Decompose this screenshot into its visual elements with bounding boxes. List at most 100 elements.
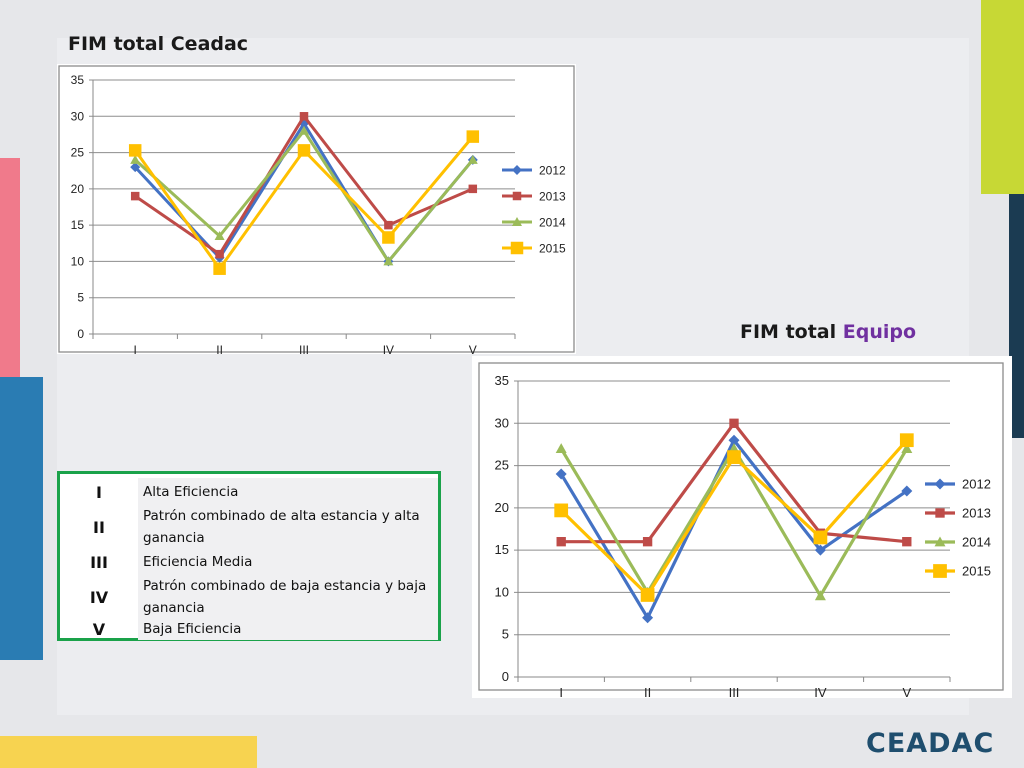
- data-point-2014: [214, 231, 225, 241]
- y-tick-label: 20: [71, 182, 85, 196]
- legend-label: 2012: [539, 164, 566, 178]
- data-point-2014: [901, 443, 913, 454]
- y-tick-label: 25: [495, 458, 509, 473]
- y-tick-label: 5: [77, 291, 84, 305]
- data-point-2015: [899, 433, 914, 448]
- chart-frame: [478, 362, 1004, 691]
- legend-row-4: IV Patrón combinado de baja estancia y b…: [60, 576, 438, 618]
- data-point-2013: [468, 184, 478, 194]
- legend-description: Eficiencia Media: [138, 548, 438, 576]
- deco-bar-yellow: [0, 736, 257, 768]
- x-tick-label: III: [729, 685, 740, 698]
- legend-label: 2014: [962, 535, 991, 550]
- data-point-2014: [467, 154, 478, 164]
- legend-roman: V: [92, 619, 106, 639]
- x-tick-label: V: [469, 343, 477, 354]
- data-point-2014: [383, 256, 394, 266]
- data-point-2015: [297, 144, 311, 157]
- legend-label: 2015: [962, 564, 991, 579]
- legend-row-3: III Eficiencia Media: [60, 548, 438, 576]
- data-point-2013: [556, 537, 566, 547]
- deco-bar-blue-left: [0, 377, 43, 660]
- y-tick-label: 10: [495, 584, 509, 599]
- data-point-2012: [130, 162, 141, 173]
- legend-label: 2013: [962, 506, 991, 521]
- data-point-2015: [554, 503, 569, 518]
- deco-bar-navy: [1009, 194, 1024, 438]
- y-tick-label: 20: [495, 500, 509, 515]
- data-point-2015: [640, 588, 655, 602]
- data-point-2014: [814, 590, 826, 601]
- y-tick-label: 15: [495, 542, 509, 557]
- x-tick-label: III: [299, 343, 309, 354]
- legend-label: 2014: [539, 216, 566, 230]
- y-tick-label: 5: [502, 627, 509, 642]
- legend-roman: II: [93, 517, 105, 537]
- y-tick-label: 25: [71, 146, 85, 160]
- y-tick-label: 15: [71, 218, 85, 232]
- y-tick-label: 35: [71, 73, 85, 87]
- legend-marker-2012: [934, 478, 946, 490]
- legend-roman: IV: [89, 587, 109, 607]
- x-tick-label: I: [134, 343, 137, 354]
- y-tick-label: 0: [77, 327, 84, 341]
- y-tick-label: 0: [502, 669, 509, 684]
- legend-row-1: I Alta Eficiencia: [60, 478, 438, 506]
- chart-top-title: FIM total Ceadac: [68, 33, 249, 55]
- legend-description: Baja Eficiencia: [138, 618, 438, 640]
- x-tick-label: II: [644, 685, 651, 698]
- chart-frame: [58, 65, 575, 353]
- x-tick-label: I: [559, 685, 563, 698]
- x-tick-label: V: [902, 685, 911, 698]
- data-point-2013: [729, 418, 739, 428]
- chart-bottom: 0 5 10 15 20 25 30 35 I II III IV V 2012 2013 2014 2015: [472, 356, 1012, 698]
- data-point-2012: [814, 544, 826, 556]
- data-point-2013: [384, 220, 393, 230]
- legend-marker-2015: [510, 241, 524, 255]
- y-tick-label: 30: [71, 109, 85, 123]
- chart-top: 0 5 10 15 20 25 30 35 I II III IV V 2012 2013 2014 2015: [57, 64, 576, 354]
- data-point-2015: [382, 231, 395, 244]
- legend-marker-2014: [934, 536, 946, 547]
- legend-description: Patrón combinado de baja estancia y baja…: [138, 576, 438, 618]
- legend-label: 2013: [539, 190, 566, 204]
- data-point-2012: [901, 485, 913, 497]
- x-tick-label: IV: [383, 343, 394, 354]
- chart-bottom-title-accent: Equipo: [842, 321, 917, 343]
- x-tick-label: II: [216, 343, 223, 354]
- legend-roman: I: [96, 482, 102, 502]
- legend-label: 2012: [962, 477, 991, 492]
- data-point-2012: [728, 434, 740, 446]
- data-point-2015: [213, 262, 226, 275]
- y-tick-label: 30: [495, 415, 509, 430]
- legend-description: Alta Eficiencia: [138, 478, 438, 506]
- data-point-2013: [299, 112, 309, 121]
- data-point-2012: [642, 612, 654, 624]
- data-point-2014: [299, 125, 309, 135]
- deco-bar-lime: [981, 0, 1024, 194]
- category-legend-table: I Alta Eficiencia II Patrón combinado de…: [57, 471, 441, 641]
- data-point-2015: [128, 144, 142, 157]
- legend-marker-2013: [512, 191, 522, 201]
- ceadac-logo: CEADAC: [866, 728, 995, 759]
- data-point-2013: [215, 249, 224, 259]
- legend-marker-2012: [512, 165, 522, 175]
- legend-marker-2015: [933, 564, 947, 578]
- data-point-2012: [555, 468, 567, 480]
- legend-description: Patrón combinado de alta estancia y alta…: [138, 506, 438, 548]
- legend-marker-2013: [935, 508, 945, 518]
- data-point-2013: [130, 191, 140, 201]
- legend-label: 2015: [539, 242, 566, 256]
- chart-bottom-title: FIM total Equipo: [740, 321, 916, 343]
- data-point-2015: [466, 130, 480, 143]
- data-point-2015: [727, 450, 741, 464]
- legend-marker-2014: [512, 217, 522, 226]
- x-tick-label: IV: [814, 685, 827, 698]
- legend-row-5: V Baja Eficiencia: [60, 618, 438, 640]
- data-point-2014: [130, 154, 141, 164]
- chart-bottom-title-prefix: FIM total: [740, 321, 843, 343]
- data-point-2015: [813, 530, 828, 545]
- data-point-2013: [642, 537, 653, 547]
